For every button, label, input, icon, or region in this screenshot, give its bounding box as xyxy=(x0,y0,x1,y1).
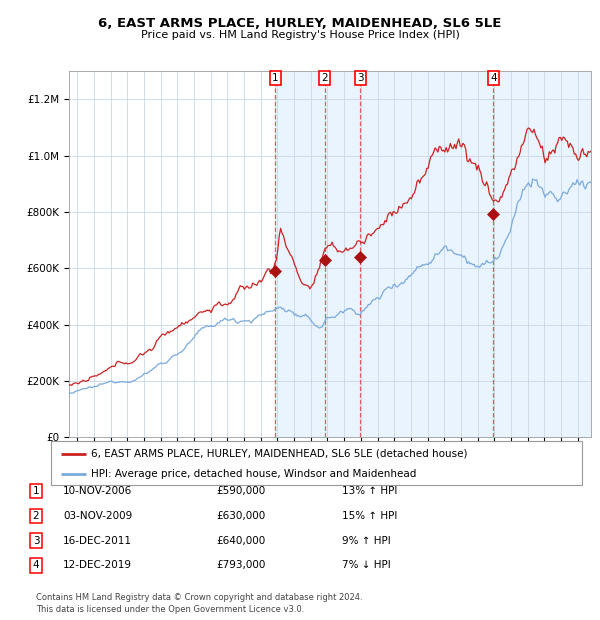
Text: 15% ↑ HPI: 15% ↑ HPI xyxy=(342,511,397,521)
Text: 7% ↓ HPI: 7% ↓ HPI xyxy=(342,560,391,570)
Text: 1: 1 xyxy=(272,73,278,83)
Text: £590,000: £590,000 xyxy=(216,486,265,496)
Text: 4: 4 xyxy=(490,73,497,83)
Text: 3: 3 xyxy=(357,73,364,83)
Text: 6, EAST ARMS PLACE, HURLEY, MAIDENHEAD, SL6 5LE (detached house): 6, EAST ARMS PLACE, HURLEY, MAIDENHEAD, … xyxy=(91,449,467,459)
Text: £640,000: £640,000 xyxy=(216,536,265,546)
Text: £630,000: £630,000 xyxy=(216,511,265,521)
Text: 9% ↑ HPI: 9% ↑ HPI xyxy=(342,536,391,546)
Text: 16-DEC-2011: 16-DEC-2011 xyxy=(63,536,132,546)
Text: 1: 1 xyxy=(32,486,40,496)
Text: 4: 4 xyxy=(32,560,40,570)
Text: £793,000: £793,000 xyxy=(216,560,265,570)
FancyBboxPatch shape xyxy=(51,441,582,485)
Text: 3: 3 xyxy=(32,536,40,546)
Text: 2: 2 xyxy=(32,511,40,521)
Text: HPI: Average price, detached house, Windsor and Maidenhead: HPI: Average price, detached house, Wind… xyxy=(91,469,416,479)
Text: Contains HM Land Registry data © Crown copyright and database right 2024.
This d: Contains HM Land Registry data © Crown c… xyxy=(36,593,362,614)
Text: 10-NOV-2006: 10-NOV-2006 xyxy=(63,486,132,496)
Bar xyxy=(275,71,591,437)
Text: 03-NOV-2009: 03-NOV-2009 xyxy=(63,511,132,521)
Text: 13% ↑ HPI: 13% ↑ HPI xyxy=(342,486,397,496)
Text: 2: 2 xyxy=(322,73,328,83)
Text: 12-DEC-2019: 12-DEC-2019 xyxy=(63,560,132,570)
Text: Price paid vs. HM Land Registry's House Price Index (HPI): Price paid vs. HM Land Registry's House … xyxy=(140,30,460,40)
Text: 6, EAST ARMS PLACE, HURLEY, MAIDENHEAD, SL6 5LE: 6, EAST ARMS PLACE, HURLEY, MAIDENHEAD, … xyxy=(98,17,502,30)
